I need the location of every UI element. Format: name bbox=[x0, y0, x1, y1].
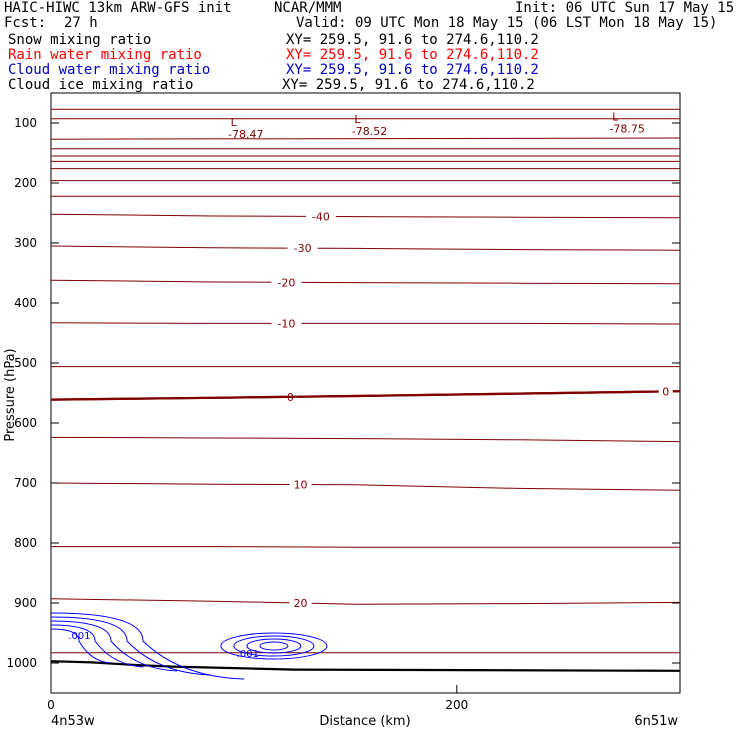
minimum-value-1: -78.52 bbox=[352, 125, 387, 138]
temperature-contour-2 bbox=[50, 137, 681, 140]
isotherm-line-5 bbox=[50, 390, 681, 401]
terrain-line bbox=[50, 660, 681, 672]
cloud-water-contour-center-3 bbox=[220, 632, 328, 660]
field-xy-cloud-ice: XY= 259.5, 91.6 to 274.6,110.2 bbox=[282, 77, 535, 93]
isotherm-label-1: -30 bbox=[294, 242, 312, 255]
isotherm-label-bg-6 bbox=[289, 478, 312, 491]
y-tick-label-800: 800 bbox=[14, 536, 37, 550]
isotherm-line-0 bbox=[50, 213, 681, 219]
isotherm-label-bg-3 bbox=[271, 317, 302, 330]
y-tick-label-400: 400 bbox=[14, 296, 37, 310]
cloud-water-contour-left-1 bbox=[50, 624, 144, 668]
isotherm-line-6 bbox=[50, 482, 681, 491]
field-xy-snow: XY= 259.5, 91.6 to 274.6,110.2 bbox=[286, 32, 539, 48]
minimum-marker-2: L bbox=[612, 110, 619, 123]
cloud-water-label-1: .001 bbox=[237, 649, 259, 660]
y-axis-label: Pressure (hPa) bbox=[3, 348, 18, 441]
forecast-label: Fcst: bbox=[4, 15, 47, 31]
y-tick-label-700: 700 bbox=[14, 476, 37, 490]
x-tick-label-0: 0 bbox=[47, 698, 55, 712]
cloud-water-contour-center-2 bbox=[233, 635, 315, 657]
minimum-marker-1: L bbox=[354, 113, 361, 126]
isotherm-label-bg-1 bbox=[287, 242, 318, 255]
init-time: Init: 06 UTC Sun 17 May 15 bbox=[515, 0, 735, 16]
valid-time: Valid: 09 UTC Mon 18 May 15 (06 LST Mon … bbox=[296, 15, 718, 31]
cloud-water-contour-left-0 bbox=[50, 628, 110, 664]
isotherm-line-2 bbox=[50, 279, 681, 285]
org-label: NCAR/MMM bbox=[274, 0, 342, 16]
field-xy-cloud-water: XY= 259.5, 91.6 to 274.6,110.2 bbox=[286, 62, 539, 78]
isotherm-label-bg-0 bbox=[305, 210, 336, 223]
y-tick-label-100: 100 bbox=[14, 116, 37, 130]
field-xy-rain: XY= 259.5, 91.6 to 274.6,110.2 bbox=[286, 47, 539, 63]
field-name-rain: Rain water mixing ratio bbox=[8, 47, 202, 63]
isotherm-label-bg-2 bbox=[271, 276, 302, 289]
x-axis-label: Distance (km) bbox=[319, 714, 410, 729]
isotherm-line-3 bbox=[50, 322, 681, 325]
field-name-cloud-ice: Cloud ice mixing ratio bbox=[8, 77, 194, 93]
isotherm-label-3: -10 bbox=[277, 317, 295, 330]
y-tick-label-900: 900 bbox=[14, 596, 37, 610]
cloud-water-contour-left-3 bbox=[50, 616, 211, 676]
field-name-cloud-water: Cloud water mixing ratio bbox=[8, 62, 211, 78]
isotherm-line-1 bbox=[50, 245, 681, 251]
isotherm-line-7 bbox=[50, 598, 681, 605]
minimum-value-2: -78.75 bbox=[609, 122, 644, 135]
y-tick-label-600: 600 bbox=[14, 416, 37, 430]
isotherm-label-bg-5 bbox=[658, 385, 673, 398]
cloud-water-contour-left-4 bbox=[50, 612, 245, 680]
isotherm-label-6: 10 bbox=[294, 479, 308, 492]
x-tick-label-200: 200 bbox=[445, 698, 468, 712]
x-right-endpoint: 6n51w bbox=[634, 714, 678, 729]
cloud-water-contour-center-1 bbox=[246, 638, 302, 654]
y-tick-label-200: 200 bbox=[14, 176, 37, 190]
cloud-water-contour-center-0 bbox=[259, 641, 289, 651]
contour-layer: -40-30-20-100 01020.001.001L-78.47L-78.52… bbox=[50, 108, 681, 680]
y-tick-label-1000: 1000 bbox=[6, 656, 37, 670]
y-tick-label-300: 300 bbox=[14, 236, 37, 250]
cloud-water-contour-left-2 bbox=[50, 620, 178, 672]
isotherm-label-0: -40 bbox=[312, 210, 330, 223]
field-name-snow: Snow mixing ratio bbox=[8, 32, 152, 48]
cloud-water-label-0: .001 bbox=[68, 631, 90, 642]
isotherm-label-bg-7 bbox=[289, 597, 312, 610]
isotherm-label-7: 20 bbox=[294, 597, 308, 610]
x-left-endpoint: 4n53w bbox=[51, 714, 95, 729]
forecast-hours: 27 h bbox=[64, 15, 98, 31]
temperature-contour-10 bbox=[50, 436, 681, 443]
minimum-marker-0: L bbox=[231, 116, 238, 129]
y-tick-label-500: 500 bbox=[14, 356, 37, 370]
plot-frame bbox=[50, 92, 681, 694]
minimum-value-0: -78.47 bbox=[228, 128, 263, 141]
model-title: HAIC-HIWC 13km ARW-GFS init bbox=[4, 0, 232, 16]
temperature-contour-11 bbox=[51, 546, 680, 548]
isotherm-label-5: 0 bbox=[662, 385, 669, 398]
isotherm-label-2: -20 bbox=[277, 276, 295, 289]
